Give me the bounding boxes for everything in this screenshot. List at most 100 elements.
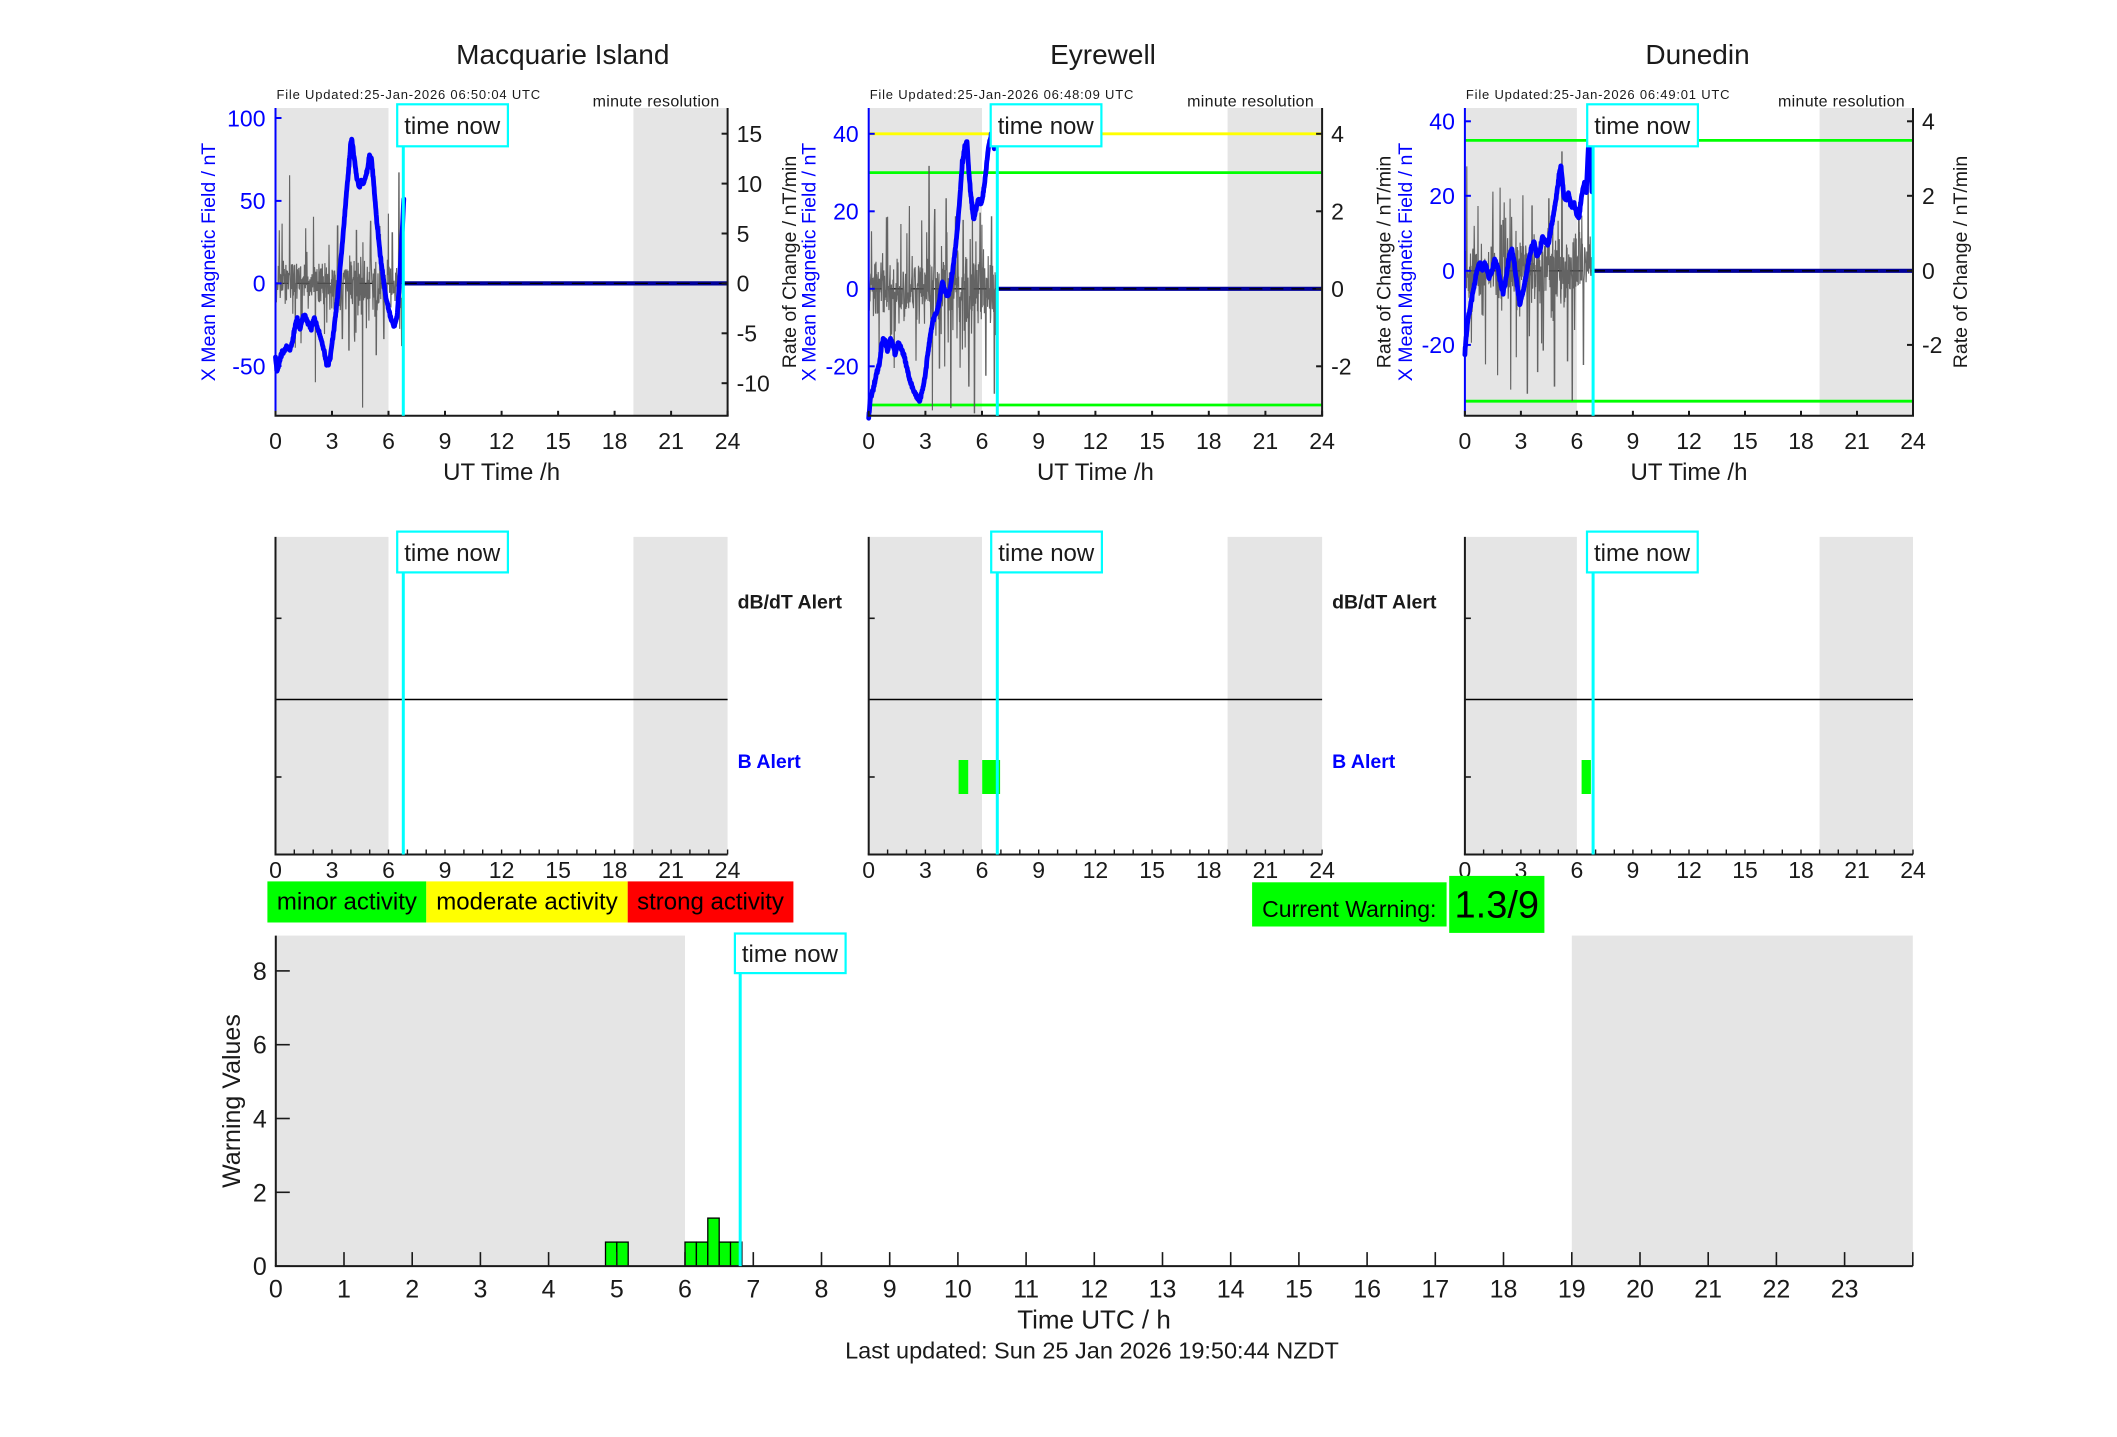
svg-text:-2: -2 xyxy=(1331,354,1351,380)
svg-text:21: 21 xyxy=(658,857,684,883)
svg-text:3: 3 xyxy=(919,428,932,454)
svg-text:4: 4 xyxy=(1331,121,1344,147)
svg-text:time now: time now xyxy=(1594,113,1691,140)
svg-text:100: 100 xyxy=(227,105,265,131)
svg-text:23: 23 xyxy=(1831,1276,1859,1304)
svg-text:0: 0 xyxy=(269,857,282,883)
svg-text:0: 0 xyxy=(862,857,875,883)
svg-text:15: 15 xyxy=(1285,1276,1313,1304)
svg-text:24: 24 xyxy=(1900,428,1926,454)
svg-text:15: 15 xyxy=(1732,428,1758,454)
svg-text:minute resolution: minute resolution xyxy=(1778,94,1905,111)
svg-text:-20: -20 xyxy=(825,354,858,380)
svg-text:UT Time /h: UT Time /h xyxy=(443,459,560,486)
svg-text:X Mean Magnetic Field / nT: X Mean Magnetic Field / nT xyxy=(198,143,220,382)
svg-text:24: 24 xyxy=(1309,857,1335,883)
svg-text:0: 0 xyxy=(269,1276,283,1304)
svg-text:minute resolution: minute resolution xyxy=(1187,94,1314,111)
svg-text:12: 12 xyxy=(489,857,515,883)
svg-text:12: 12 xyxy=(489,428,515,454)
svg-text:3: 3 xyxy=(919,857,932,883)
svg-text:5: 5 xyxy=(737,221,750,247)
svg-text:6: 6 xyxy=(976,857,989,883)
svg-text:dB/dT Alert: dB/dT Alert xyxy=(738,592,843,614)
svg-text:10: 10 xyxy=(737,171,763,197)
svg-text:9: 9 xyxy=(1627,857,1640,883)
svg-text:1.3/9: 1.3/9 xyxy=(1455,885,1540,927)
svg-text:Dunedin: Dunedin xyxy=(1645,39,1749,70)
svg-text:21: 21 xyxy=(1694,1276,1722,1304)
svg-text:moderate activity: moderate activity xyxy=(436,889,617,916)
svg-text:time now: time now xyxy=(998,113,1095,140)
svg-text:Macquarie Island: Macquarie Island xyxy=(456,39,669,70)
svg-text:-50: -50 xyxy=(232,353,265,379)
svg-text:19: 19 xyxy=(1558,1276,1586,1304)
svg-text:time now: time now xyxy=(404,113,501,140)
svg-text:X Mean Magnetic Field / nT: X Mean Magnetic Field / nT xyxy=(799,143,821,382)
svg-text:X Mean Magnetic Field / nT: X Mean Magnetic Field / nT xyxy=(1395,143,1417,382)
svg-text:2: 2 xyxy=(1922,183,1935,209)
svg-text:-10: -10 xyxy=(737,371,770,397)
svg-text:6: 6 xyxy=(678,1276,692,1304)
svg-text:18: 18 xyxy=(602,428,628,454)
svg-text:3: 3 xyxy=(1515,428,1528,454)
svg-text:14: 14 xyxy=(1217,1276,1245,1304)
svg-text:6: 6 xyxy=(1571,857,1584,883)
svg-text:16: 16 xyxy=(1353,1276,1381,1304)
svg-text:40: 40 xyxy=(1429,109,1455,135)
svg-text:strong activity: strong activity xyxy=(637,889,784,916)
svg-text:1: 1 xyxy=(337,1276,351,1304)
svg-text:24: 24 xyxy=(715,857,741,883)
svg-text:50: 50 xyxy=(240,188,266,214)
svg-text:6: 6 xyxy=(1571,428,1584,454)
svg-text:24: 24 xyxy=(715,428,741,454)
svg-text:B Alert: B Alert xyxy=(1332,751,1396,773)
svg-text:0: 0 xyxy=(1922,258,1935,284)
svg-text:9: 9 xyxy=(439,428,452,454)
svg-text:UT Time /h: UT Time /h xyxy=(1037,459,1154,486)
svg-text:0: 0 xyxy=(862,428,875,454)
svg-text:9: 9 xyxy=(439,857,452,883)
svg-text:20: 20 xyxy=(833,199,859,225)
svg-text:0: 0 xyxy=(846,276,859,302)
svg-text:12: 12 xyxy=(1083,428,1109,454)
svg-text:2: 2 xyxy=(405,1276,419,1304)
svg-text:24: 24 xyxy=(1900,857,1926,883)
svg-text:-20: -20 xyxy=(1422,332,1455,358)
svg-text:18: 18 xyxy=(1490,1276,1518,1304)
svg-text:22: 22 xyxy=(1762,1276,1790,1304)
svg-text:12: 12 xyxy=(1080,1276,1108,1304)
svg-text:12: 12 xyxy=(1676,428,1702,454)
svg-text:8: 8 xyxy=(253,958,267,986)
svg-text:6: 6 xyxy=(382,428,395,454)
svg-text:7: 7 xyxy=(746,1276,760,1304)
svg-text:Rate of Change / nT/min: Rate of Change / nT/min xyxy=(1950,156,1972,368)
svg-text:time now: time now xyxy=(742,941,839,968)
svg-text:UT Time /h: UT Time /h xyxy=(1631,459,1748,486)
svg-text:time now: time now xyxy=(404,540,501,567)
svg-text:Eyrewell: Eyrewell xyxy=(1050,39,1156,70)
svg-text:2: 2 xyxy=(1331,199,1344,225)
svg-text:9: 9 xyxy=(883,1276,897,1304)
svg-text:3: 3 xyxy=(326,428,339,454)
svg-text:-5: -5 xyxy=(737,321,757,347)
svg-text:9: 9 xyxy=(1032,857,1045,883)
svg-text:0: 0 xyxy=(253,271,266,297)
svg-text:6: 6 xyxy=(976,428,989,454)
svg-text:24: 24 xyxy=(1309,428,1335,454)
svg-text:6: 6 xyxy=(253,1032,267,1060)
svg-text:15: 15 xyxy=(1139,857,1165,883)
svg-text:21: 21 xyxy=(1253,857,1279,883)
svg-text:4: 4 xyxy=(542,1276,556,1304)
svg-text:File Updated:25-Jan-2026 06:50: File Updated:25-Jan-2026 06:50:04 UTC xyxy=(277,87,541,102)
svg-text:9: 9 xyxy=(1032,428,1045,454)
svg-text:18: 18 xyxy=(1196,857,1222,883)
svg-text:Current Warning:: Current Warning: xyxy=(1262,896,1436,922)
svg-text:Last updated: Sun 25 Jan 2026: Last updated: Sun 25 Jan 2026 19:50:44 N… xyxy=(845,1338,1339,1364)
svg-text:12: 12 xyxy=(1083,857,1109,883)
svg-text:8: 8 xyxy=(815,1276,829,1304)
svg-text:18: 18 xyxy=(1788,428,1814,454)
svg-text:minor activity: minor activity xyxy=(277,889,417,916)
svg-text:Time UTC / h: Time UTC / h xyxy=(1017,1304,1171,1334)
svg-text:21: 21 xyxy=(1253,428,1279,454)
